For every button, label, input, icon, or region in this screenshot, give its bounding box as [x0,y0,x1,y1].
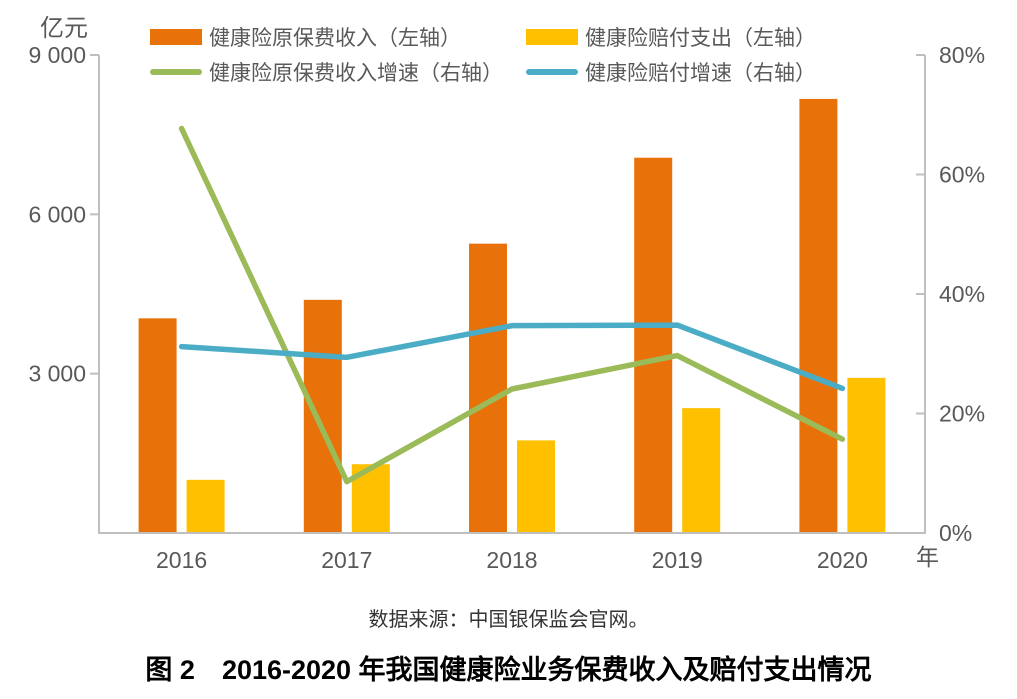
legend-swatch-premium-income [150,29,202,45]
right-tick-label: 60% [939,162,985,188]
legend-item-claims-expense: 健康险赔付支出（左轴） [526,26,816,50]
right-tick-label: 20% [939,401,985,427]
legend-swatch-claims-expense [526,29,578,45]
legend-label-claims-growth: 健康险赔付增速（右轴） [585,61,816,85]
category-label: 2017 [321,547,372,573]
legend-label-premium-growth: 健康险原保费收入增速（右轴） [209,61,503,85]
figure-caption: 图 2 2016-2020 年我国健康险业务保费收入及赔付支出情况 [145,655,872,685]
left-tick-label: 9 000 [28,42,86,68]
legend-item-claims-growth: 健康险赔付增速（右轴） [526,61,816,85]
bar-2019-s1 [682,408,721,533]
bar-2019-s0 [634,157,673,533]
bar-2018-s1 [517,440,555,533]
legend-item-premium-income: 健康险原保费收入（左轴） [150,26,461,50]
left-axis-unit-label: 亿元 [40,14,88,42]
legend-swatch-claims-growth [526,69,578,75]
x-axis-unit-label: 年 [916,545,939,571]
category-label: 2016 [156,547,207,573]
bar-2016-s0 [138,318,177,533]
legend-label-premium-income: 健康险原保费收入（左轴） [209,26,461,50]
chart-canvas: 3 000 6 000 9 000 0% 20% 40% 60% 80% 2016 2017 201… [28,42,985,573]
legend-swatch-premium-growth [150,69,202,75]
bar-2017-s0 [303,299,342,533]
category-label: 2018 [486,547,537,573]
bar-2018-s0 [469,243,507,533]
legend-label-claims-expense: 健康险赔付支出（左轴） [585,26,816,50]
bar-2020-s0 [799,98,838,534]
right-tick-label: 0% [939,520,972,546]
left-tick-label: 6 000 [28,201,86,227]
right-tick-label: 80% [939,42,985,68]
bar-2016-s1 [186,479,225,533]
source-note: 数据来源：中国银保监会官网。 [368,607,649,631]
left-tick-label: 3 000 [28,361,86,387]
line-series-0 [178,125,846,485]
right-tick-label: 40% [939,281,985,307]
legend-item-premium-growth: 健康险原保费收入增速（右轴） [150,61,503,85]
line-series-1 [178,322,846,392]
category-label: 2019 [652,547,703,573]
category-label: 2020 [817,547,868,573]
bar-2020-s1 [847,377,886,533]
